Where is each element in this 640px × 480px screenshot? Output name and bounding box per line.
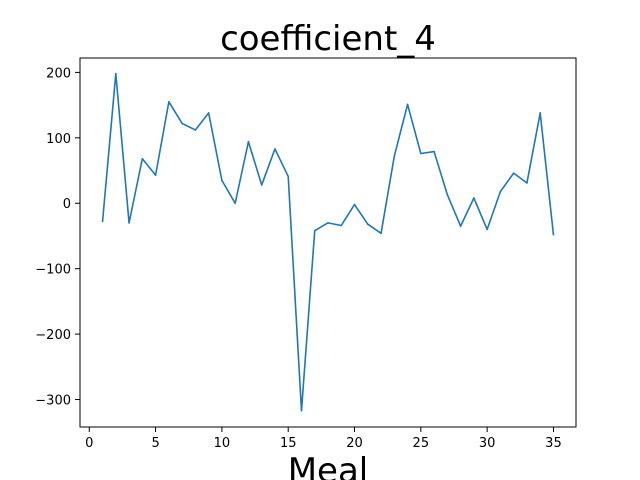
data-point: [420, 152, 422, 155]
data-point: [115, 72, 117, 75]
series-line: [101, 72, 555, 412]
data-point: [168, 101, 170, 103]
x-tick-label: 10: [214, 436, 231, 451]
data-point: [406, 103, 409, 106]
data-point: [327, 222, 329, 224]
x-tick-label: 20: [346, 436, 363, 451]
data-point: [459, 225, 462, 227]
data-point: [221, 179, 223, 182]
x-axis: 0 5 10 15 20 25 30 35: [85, 427, 562, 451]
x-axis-label: Meal: [288, 451, 369, 480]
x-tick-label: 5: [151, 436, 159, 451]
data-point: [380, 232, 382, 235]
plot-area: [101, 72, 555, 412]
data-point: [340, 224, 343, 227]
data-point: [433, 150, 435, 153]
axes-frame: [79, 57, 577, 428]
data-point: [128, 222, 130, 224]
x-tick-label: 30: [479, 436, 496, 451]
y-tick-label: 200: [46, 66, 71, 81]
data-point: [393, 155, 396, 157]
data-point: [234, 202, 236, 205]
data-point: [247, 140, 250, 143]
data-point: [353, 203, 356, 206]
x-tick-label: 25: [413, 436, 430, 451]
data-point: [260, 184, 263, 186]
data-point: [101, 220, 104, 223]
data-point: [552, 233, 555, 236]
y-tick-label: −200: [35, 328, 71, 343]
data-point: [526, 182, 528, 184]
y-tick-label: −100: [35, 263, 71, 278]
data-point: [512, 172, 515, 174]
x-tick-label: 0: [85, 436, 93, 451]
data-point: [207, 112, 210, 114]
data-point: [300, 409, 303, 412]
y-tick-label: −300: [35, 394, 71, 409]
data-point: [313, 229, 316, 232]
data-point: [473, 197, 475, 199]
data-point: [499, 190, 502, 193]
data-point: [486, 228, 488, 231]
data-point: [194, 129, 197, 131]
y-tick-label: 0: [63, 197, 71, 212]
y-tick-label: 100: [46, 132, 71, 147]
data-point: [141, 157, 144, 160]
data-point: [446, 193, 449, 196]
data-point: [539, 112, 541, 114]
data-point: [287, 175, 290, 178]
y-axis: −300 −200 −100 0 100 200: [35, 66, 80, 409]
data-point: [366, 223, 369, 225]
chart-title: coefficient_4: [220, 19, 436, 59]
x-tick-label: 35: [545, 436, 562, 451]
data-point: [181, 122, 183, 125]
data-point: [274, 148, 276, 150]
data-point: [154, 174, 157, 176]
x-tick-label: 15: [280, 436, 297, 451]
